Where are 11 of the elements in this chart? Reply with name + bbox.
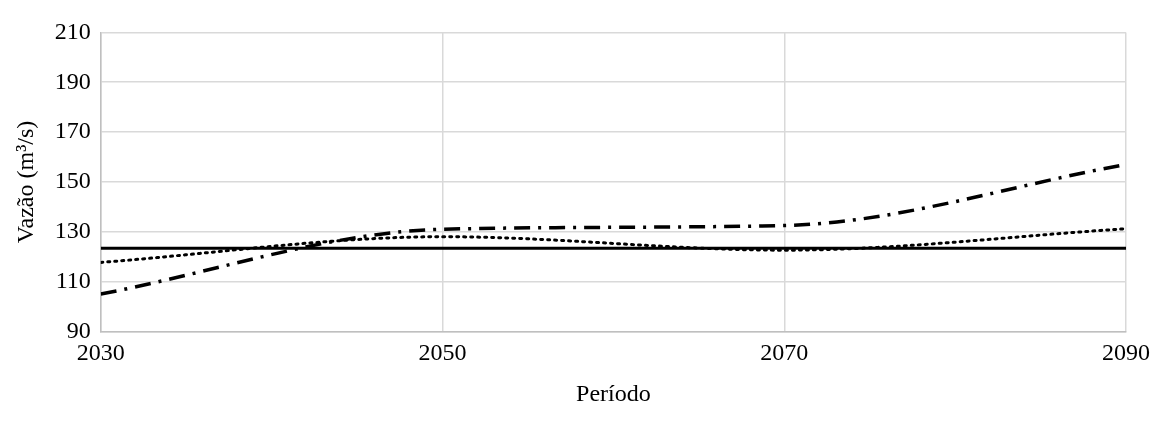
x-axis-title: Período [576,379,651,406]
x-tick-label: 2090 [1102,339,1150,366]
y-tick-label: 190 [54,67,91,94]
x-tick-label: 2050 [418,339,467,366]
y-tick-label: 110 [55,266,91,293]
x-tick-label: 2070 [760,339,809,366]
y-tick-label: 210 [54,17,91,44]
y-tick-label: 130 [54,217,91,244]
y-axis-title: Vazão (m³/s) [11,120,38,244]
y-tick-label: 170 [54,117,91,144]
y-tick-label: 150 [54,167,91,194]
